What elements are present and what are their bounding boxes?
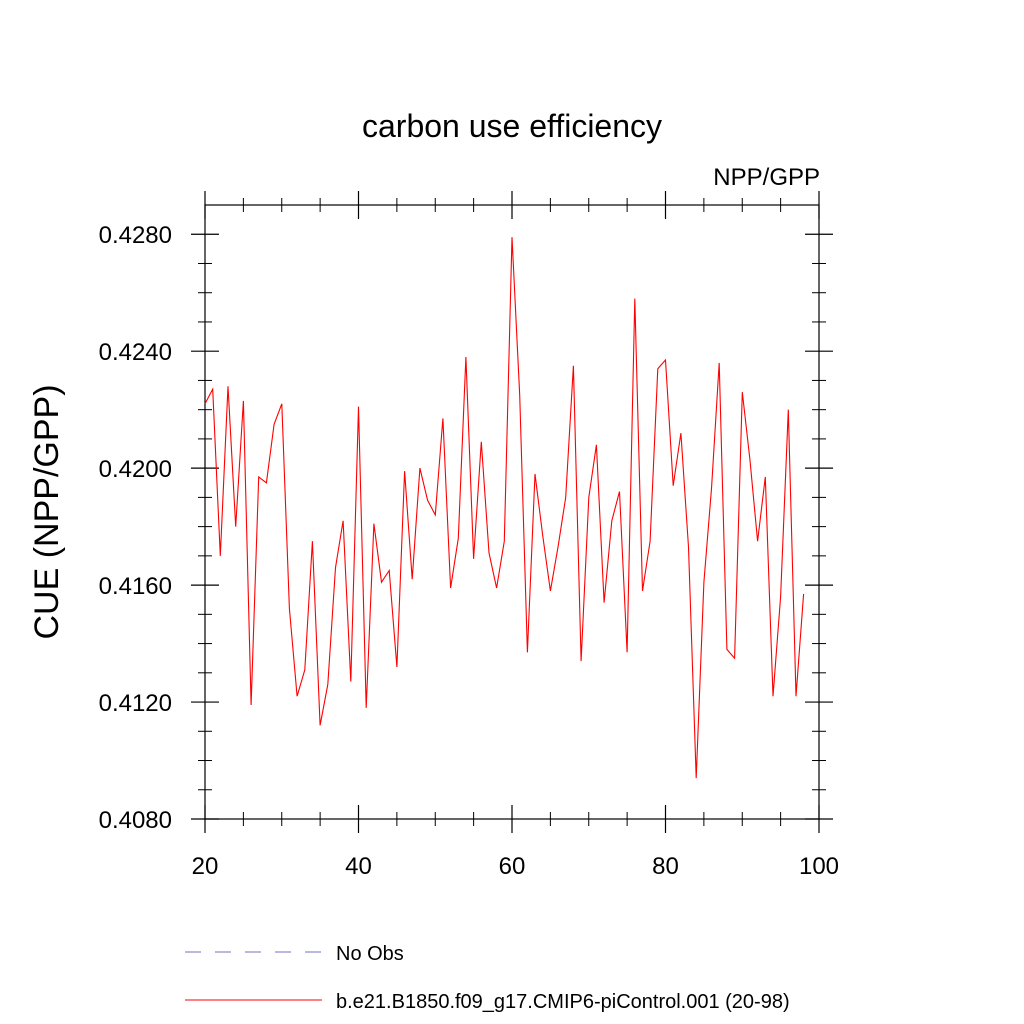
plot-frame xyxy=(204,204,820,820)
legend: No Obs b.e21.B1850.f09_g17.CMIP6-piContro… xyxy=(185,943,790,1013)
chart-subtitle: NPP/GPP xyxy=(713,164,820,191)
series-line xyxy=(204,237,805,779)
y-tick-label: 0.4080 xyxy=(99,807,172,834)
tick-labels: 20 40 60 80 100 0.4080 0.4120 0.4160 0.4200 0.424… xyxy=(99,222,839,880)
legend-label: No Obs xyxy=(336,943,404,965)
y-tick-label: 0.4160 xyxy=(99,573,172,600)
y-axis-label: CUE (NPP/GPP) xyxy=(28,384,66,639)
y-tick-label: 0.4120 xyxy=(99,690,172,717)
y-tick-label: 0.4200 xyxy=(99,456,172,483)
x-tick-label: 100 xyxy=(799,853,839,880)
y-tick-label: 0.4280 xyxy=(99,222,172,249)
x-tick-label: 40 xyxy=(345,853,372,880)
y-tick-label: 0.4240 xyxy=(99,339,172,366)
legend-label: b.e21.B1850.f09_g17.CMIP6-piControl.001 … xyxy=(336,991,790,1013)
series-layer xyxy=(204,237,805,779)
chart-title: carbon use efficiency xyxy=(362,108,662,144)
axis-ticks xyxy=(191,191,833,833)
x-tick-label: 60 xyxy=(499,853,526,880)
x-tick-label: 80 xyxy=(652,853,679,880)
x-tick-label: 20 xyxy=(192,853,219,880)
